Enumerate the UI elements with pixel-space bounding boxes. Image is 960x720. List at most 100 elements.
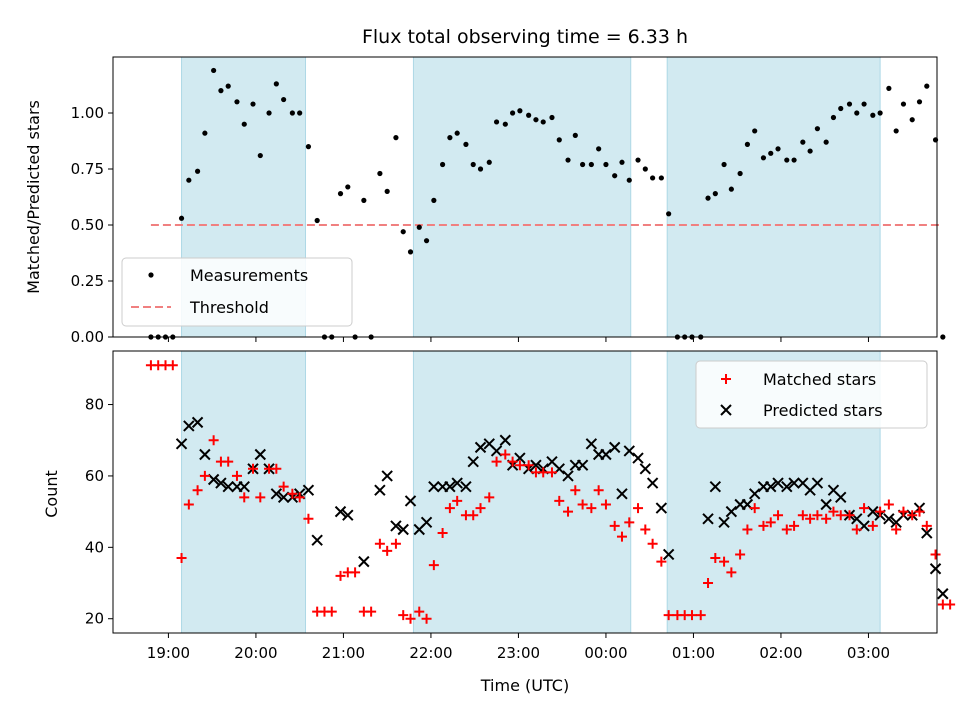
matched-point-103	[945, 599, 956, 610]
top-y-tick-label-5: 1.00	[71, 104, 104, 122]
measurement-point-98	[909, 117, 915, 123]
matched-point-12	[231, 470, 242, 481]
measurement-point-76	[737, 170, 743, 177]
measurement-point-46	[502, 121, 508, 127]
predicted-point-7	[222, 480, 234, 493]
matched-point-71	[695, 610, 706, 621]
measurement-point-56	[580, 161, 586, 168]
matched-point-13	[239, 492, 250, 503]
measurement-point-17	[273, 81, 279, 87]
measurement-point-64	[642, 166, 648, 172]
matched-point-39	[444, 503, 455, 514]
x-tick-label-6: 00:00	[584, 644, 627, 662]
predicted-point-83	[883, 513, 895, 525]
measurement-point-85	[807, 148, 813, 154]
shaded-interval-3	[666, 56, 881, 338]
predicted-point-88	[921, 527, 933, 539]
matched-point-31	[382, 545, 393, 556]
predicted-point-31	[444, 480, 456, 493]
measurement-point-72	[705, 195, 711, 201]
top-y-axis-label: Matched/Predicted stars	[24, 100, 43, 294]
bottom-y-tick-label-4: 80	[85, 396, 104, 414]
predicted-point-4	[199, 448, 211, 461]
measurement-point-87	[823, 139, 829, 145]
measurement-point-95	[886, 85, 892, 91]
measurement-point-32	[393, 135, 399, 141]
bottom-x-ticks: 19:00 20:00 21:00 22:00 23:00 00:00 01:00 02:00…	[147, 633, 890, 662]
matched-point-94	[875, 506, 886, 517]
matched-point-51	[538, 467, 549, 478]
bottom-legend-box	[695, 360, 928, 429]
shaded-interval-2	[412, 56, 632, 338]
measurement-point-53	[556, 137, 562, 143]
top-y-ticks: 0.00 0.25 0.50 0.75 1.00	[71, 104, 113, 346]
matched-point-33	[398, 610, 409, 621]
measurement-point-88	[830, 114, 837, 121]
matched-point-73	[710, 553, 721, 564]
matched-point-92	[859, 503, 870, 514]
predicted-point-68	[765, 480, 777, 493]
predicted-point-14	[277, 491, 290, 504]
matched-point-98	[907, 510, 918, 521]
matched-point-19	[287, 488, 298, 499]
matched-point-11	[223, 456, 234, 467]
matched-point-5	[176, 553, 187, 564]
measurement-point-13	[241, 121, 247, 127]
measurement-point-30	[377, 170, 383, 177]
measurement-point-94	[877, 110, 883, 116]
measurement-point-19	[289, 110, 295, 116]
matched-point-6	[183, 499, 194, 510]
matched-point-79	[758, 520, 769, 531]
predicted-point-11	[254, 448, 267, 461]
matched-point-93	[867, 520, 878, 531]
measurement-point-93	[870, 112, 876, 118]
predicted-point-38	[499, 434, 512, 446]
matched-point-20	[294, 492, 305, 503]
measurement-point-37	[431, 197, 437, 203]
matched-point-61	[616, 531, 627, 542]
predicted-point-63	[725, 505, 738, 518]
predicted-point-70	[781, 480, 793, 493]
top-y-tick-label-1: 0.00	[71, 328, 104, 346]
top-y-tick-label-3: 0.50	[71, 216, 104, 234]
measurement-point-14	[250, 101, 256, 107]
measurement-point-15	[257, 152, 263, 159]
predicted-point-19	[334, 505, 347, 518]
measurement-point-41	[463, 141, 469, 147]
matched-point-56	[577, 499, 588, 510]
matched-point-62	[624, 517, 635, 528]
predicted-point-71	[788, 477, 800, 489]
measurement-point-43	[477, 166, 484, 172]
predicted-point-34	[467, 455, 479, 468]
matched-point-86	[812, 510, 823, 521]
measurement-point-11	[225, 83, 231, 89]
matched-point-43	[475, 503, 486, 514]
measurement-point-100	[924, 83, 930, 89]
matched-point-15	[255, 492, 266, 503]
matched-point-30	[374, 538, 385, 549]
predicted-point-57	[646, 477, 659, 489]
predicted-point-13	[270, 488, 283, 500]
measurement-point-45	[493, 119, 500, 125]
predicted-point-52	[608, 441, 621, 454]
matched-point-9	[208, 435, 219, 446]
predicted-point-75	[820, 498, 832, 511]
matched-point-21	[303, 513, 314, 524]
matched-point-95	[883, 499, 894, 510]
matched-point-47	[507, 456, 518, 467]
measurement-point-18	[281, 96, 287, 103]
measurement-point-42	[470, 161, 476, 168]
measurement-point-16	[266, 110, 272, 116]
top-panel: 0.00 0.25 0.50 0.75 1.00 Measurements Thresho…	[71, 56, 946, 346]
measurement-point-50	[533, 117, 539, 123]
predicted-point-20	[342, 509, 354, 521]
measurement-point-63	[635, 157, 641, 163]
measurement-point-82	[784, 157, 790, 163]
matched-point-97	[898, 506, 909, 517]
measurement-point-61	[619, 159, 625, 165]
x-tick-label-8: 02:00	[759, 644, 802, 662]
matched-point-53	[554, 495, 565, 506]
x-tick-label-7: 01:00	[672, 644, 715, 662]
matched-point-83	[789, 520, 800, 531]
